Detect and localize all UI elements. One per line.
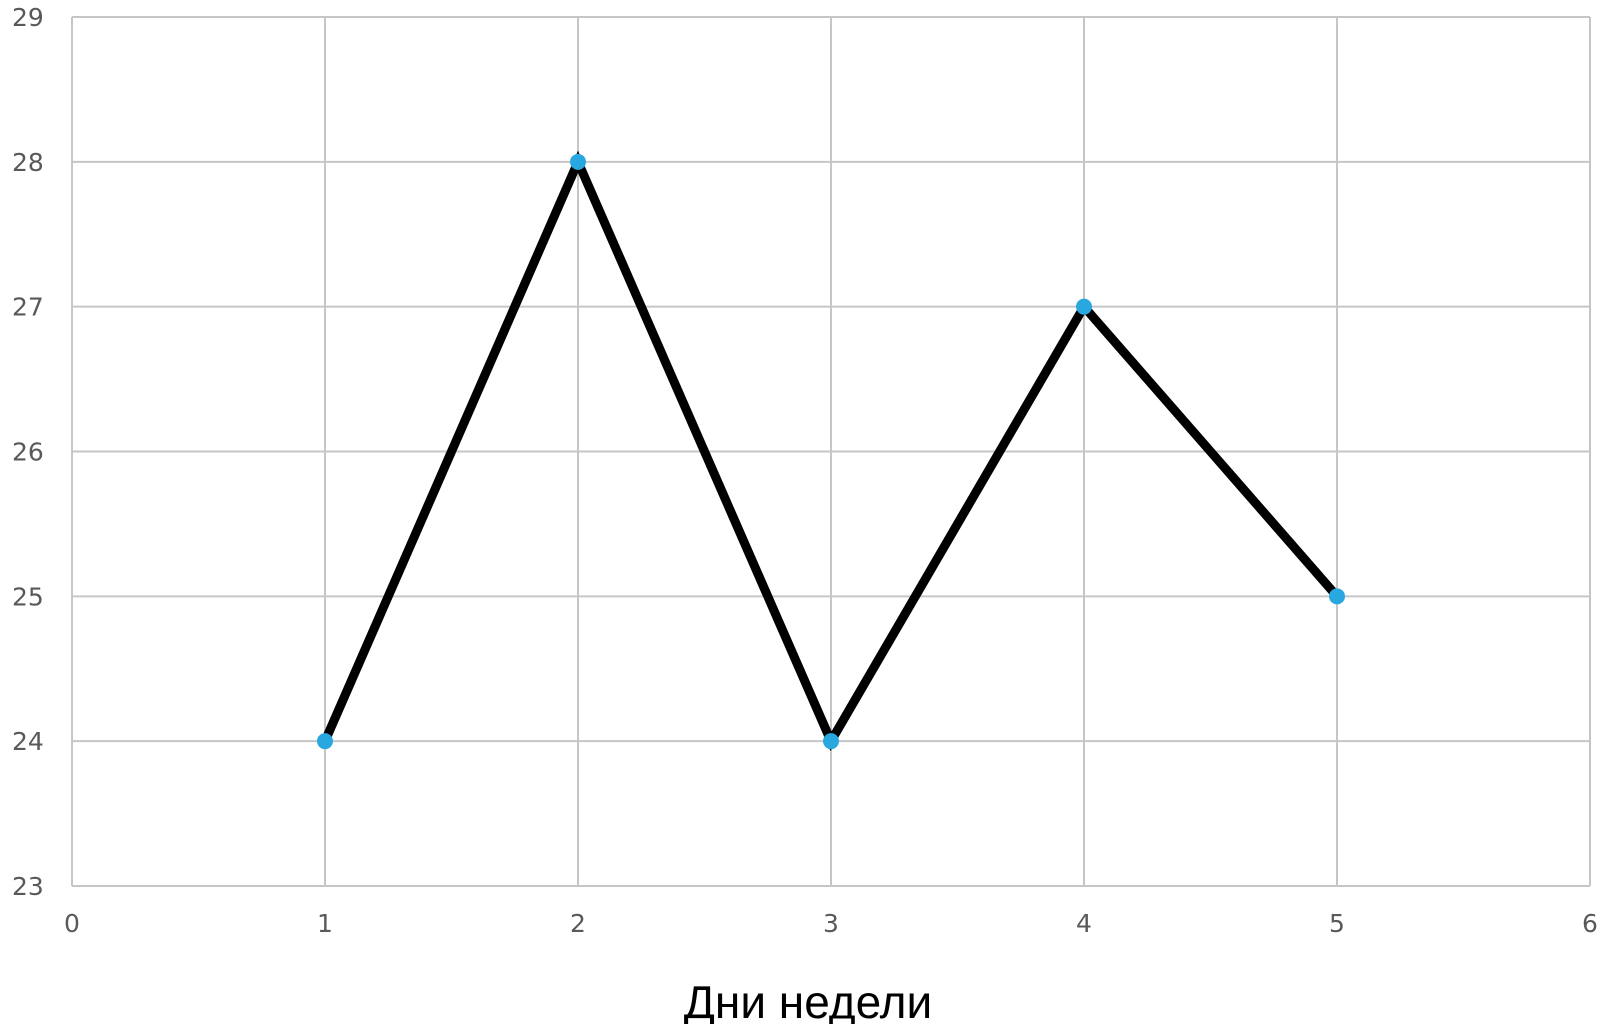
x-tick-label: 3 xyxy=(823,909,839,938)
x-tick-label: 1 xyxy=(317,909,333,938)
y-tick-label: 29 xyxy=(12,3,44,32)
y-tick-label: 25 xyxy=(12,582,44,611)
x-tick-label: 4 xyxy=(1076,909,1092,938)
series-points xyxy=(317,153,1345,750)
data-point xyxy=(1076,298,1092,315)
y-tick-label: 26 xyxy=(12,438,44,467)
x-axis-title: Дни недели xyxy=(684,976,932,1024)
y-tick-label: 23 xyxy=(12,872,44,901)
y-tick-label: 27 xyxy=(12,293,44,322)
y-tick-label: 28 xyxy=(12,148,44,177)
data-point xyxy=(317,733,333,750)
x-tick-label: 2 xyxy=(570,909,586,938)
x-tick-label: 0 xyxy=(64,909,80,938)
data-point xyxy=(1329,588,1345,605)
y-axis-tick-labels: 23 24 25 26 27 28 29 xyxy=(12,3,44,901)
x-tick-label: 5 xyxy=(1329,909,1345,938)
x-tick-label: 6 xyxy=(1582,909,1598,938)
data-point xyxy=(823,733,839,750)
y-tick-label: 24 xyxy=(12,727,44,756)
x-axis-tick-labels: 0 1 2 3 4 5 6 xyxy=(64,909,1598,938)
data-point xyxy=(570,153,586,170)
